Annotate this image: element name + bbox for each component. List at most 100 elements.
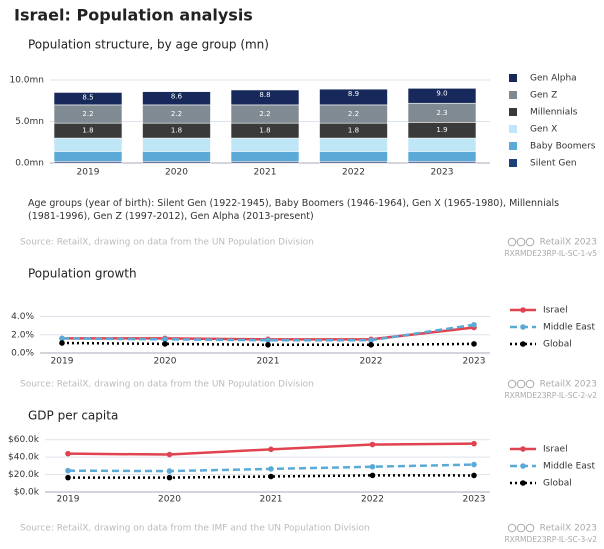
point bbox=[65, 467, 71, 474]
y-tick-label: $20.0k bbox=[8, 470, 40, 480]
legend-swatch bbox=[509, 74, 517, 82]
data-label: 1.8 bbox=[259, 127, 270, 135]
legend-marker bbox=[520, 480, 526, 486]
legend-label: Millennials bbox=[530, 108, 578, 118]
point bbox=[471, 472, 477, 479]
page-title: Israel: Population analysis bbox=[14, 6, 253, 25]
y-tick-label: 0.0mn bbox=[15, 159, 44, 169]
point bbox=[59, 340, 65, 346]
bar-segment bbox=[230, 151, 300, 162]
x-tick-label: 2019 bbox=[77, 168, 100, 178]
x-tick-label: 2023 bbox=[463, 495, 486, 505]
legend-label: Gen Z bbox=[530, 91, 557, 101]
data-label: 2.2 bbox=[171, 110, 182, 118]
legend-marker bbox=[520, 463, 526, 469]
point bbox=[65, 474, 71, 481]
legend-marker bbox=[520, 341, 526, 347]
license-icon bbox=[507, 237, 517, 247]
point bbox=[369, 472, 376, 479]
total-label: 8.6 bbox=[171, 93, 183, 101]
total-label: 8.9 bbox=[348, 90, 359, 98]
point bbox=[471, 341, 477, 347]
legend-swatch bbox=[509, 142, 517, 150]
bar-segment bbox=[319, 137, 388, 152]
x-tick-label: 2022 bbox=[360, 357, 383, 367]
y-tick-label: $0.0k bbox=[14, 488, 40, 498]
legend-swatch bbox=[509, 91, 517, 99]
bar-segment bbox=[142, 91, 211, 106]
bar-segment bbox=[142, 137, 211, 152]
point bbox=[369, 463, 376, 470]
point bbox=[166, 451, 173, 458]
bar-segment bbox=[407, 88, 477, 104]
legend-label: Global bbox=[543, 479, 572, 489]
point bbox=[368, 342, 374, 348]
total-label: 9.0 bbox=[436, 89, 447, 97]
x-tick-label: 2020 bbox=[165, 168, 188, 178]
y-tick-label: 10.0mn bbox=[9, 76, 44, 86]
chart-code: RXRMDE23RP-IL-SC-3-v2 bbox=[504, 535, 597, 544]
license-icon bbox=[525, 523, 535, 533]
data-label: 2.2 bbox=[259, 110, 270, 118]
x-tick-label: 2022 bbox=[361, 495, 384, 505]
chart-title: GDP per capita bbox=[28, 409, 118, 423]
point bbox=[471, 440, 477, 447]
bar-segment bbox=[53, 151, 123, 162]
credit: RetailX 2023 bbox=[540, 380, 597, 390]
legend-swatch bbox=[509, 159, 517, 167]
footnote: Age groups (year of birth): Silent Gen (… bbox=[28, 198, 560, 222]
credit: RetailX 2023 bbox=[540, 524, 597, 534]
license-icon bbox=[525, 237, 535, 247]
source: Source: RetailX, drawing on data from th… bbox=[20, 380, 314, 390]
bar-segment bbox=[53, 92, 123, 106]
legend-marker bbox=[520, 324, 526, 330]
legend-label: Israel bbox=[543, 306, 568, 316]
legend-label: Baby Boomers bbox=[530, 142, 596, 152]
bar-segment bbox=[230, 137, 300, 152]
license-icon bbox=[507, 379, 517, 389]
data-label: 2.3 bbox=[436, 109, 447, 117]
point bbox=[369, 441, 376, 448]
legend-label: Gen X bbox=[530, 125, 557, 135]
x-tick-label: 2021 bbox=[260, 495, 283, 505]
data-label: 1.9 bbox=[436, 126, 447, 134]
point bbox=[162, 341, 168, 347]
x-tick-label: 2021 bbox=[257, 357, 280, 367]
y-tick-label: $40.0k bbox=[8, 453, 40, 463]
chart-code: RXRMDE23RP-IL-SC-2-v2 bbox=[504, 391, 597, 400]
data-label: 1.8 bbox=[171, 127, 182, 135]
legend-marker bbox=[520, 446, 526, 452]
source: Source: RetailX, drawing on data from th… bbox=[20, 238, 314, 248]
data-label: 1.8 bbox=[82, 127, 93, 135]
chart-code: RXRMDE23RP-IL-SC-1-v5 bbox=[504, 249, 597, 258]
license-icon bbox=[525, 379, 535, 389]
license-icon bbox=[507, 523, 517, 533]
point bbox=[471, 321, 477, 328]
point bbox=[268, 473, 274, 480]
y-tick-label: $60.0k bbox=[8, 435, 40, 445]
total-label: 8.5 bbox=[82, 93, 93, 101]
y-tick-label: 2.0% bbox=[11, 330, 34, 340]
x-tick-label: 2020 bbox=[158, 495, 181, 505]
legend-swatch bbox=[509, 108, 517, 116]
x-tick-label: 2021 bbox=[254, 168, 277, 178]
legend-label: Gen Alpha bbox=[530, 74, 577, 84]
legend-label: Israel bbox=[543, 445, 568, 455]
bar-segment bbox=[142, 151, 211, 162]
chart-title: Population structure, by age group (mn) bbox=[28, 38, 269, 52]
chart-title: Population growth bbox=[28, 267, 137, 281]
x-tick-label: 2019 bbox=[57, 495, 80, 505]
point bbox=[368, 337, 374, 344]
series-line bbox=[61, 323, 475, 342]
point bbox=[471, 461, 477, 468]
bar-segment bbox=[53, 137, 123, 152]
license-icon bbox=[516, 523, 526, 533]
x-tick-label: 2020 bbox=[154, 357, 177, 367]
credit: RetailX 2023 bbox=[540, 238, 597, 248]
bar-segment bbox=[319, 88, 388, 106]
point bbox=[265, 342, 271, 348]
point bbox=[265, 337, 271, 344]
legend-marker bbox=[520, 307, 526, 313]
point bbox=[268, 446, 274, 453]
